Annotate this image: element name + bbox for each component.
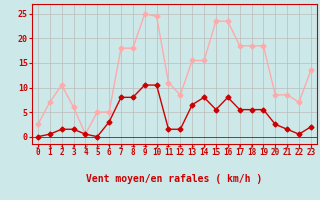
Text: ↙: ↙ (36, 142, 40, 151)
Text: ↙: ↙ (95, 142, 100, 151)
Text: ←: ← (178, 142, 183, 151)
Text: ↓: ↓ (214, 142, 218, 151)
Text: ↓: ↓ (308, 142, 313, 151)
Text: ↑: ↑ (107, 142, 111, 151)
Text: ↙: ↙ (190, 142, 195, 151)
Text: →: → (142, 142, 147, 151)
Text: ↙: ↙ (83, 142, 88, 151)
Text: ↓: ↓ (273, 142, 277, 151)
Text: ↙: ↙ (285, 142, 290, 151)
Text: ↙: ↙ (119, 142, 123, 151)
Text: ↘: ↘ (47, 142, 52, 151)
Text: ↓: ↓ (237, 142, 242, 151)
Text: ↙: ↙ (154, 142, 159, 151)
Text: →: → (131, 142, 135, 151)
Text: ↙: ↙ (202, 142, 206, 151)
Text: ↓: ↓ (71, 142, 76, 151)
Text: ↓: ↓ (261, 142, 266, 151)
Text: ↓: ↓ (249, 142, 254, 151)
Text: ↓: ↓ (297, 142, 301, 151)
Text: ←: ← (166, 142, 171, 151)
X-axis label: Vent moyen/en rafales ( km/h ): Vent moyen/en rafales ( km/h ) (86, 174, 262, 184)
Text: ↙: ↙ (226, 142, 230, 151)
Text: ↘: ↘ (59, 142, 64, 151)
